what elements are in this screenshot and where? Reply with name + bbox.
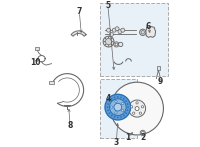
Polygon shape (71, 31, 86, 36)
Circle shape (114, 42, 119, 47)
Circle shape (130, 106, 133, 108)
Circle shape (141, 31, 144, 34)
Circle shape (109, 32, 113, 36)
Circle shape (119, 42, 123, 47)
Circle shape (111, 82, 163, 135)
Polygon shape (146, 27, 156, 37)
Circle shape (127, 106, 129, 108)
Text: 1: 1 (125, 133, 130, 142)
Circle shape (111, 44, 112, 45)
Text: 2: 2 (140, 133, 145, 142)
Circle shape (118, 30, 122, 34)
Circle shape (114, 103, 122, 111)
Circle shape (103, 36, 114, 47)
Circle shape (111, 38, 112, 39)
Circle shape (139, 112, 142, 114)
Circle shape (115, 43, 118, 46)
Circle shape (127, 103, 128, 105)
Circle shape (136, 102, 138, 104)
Circle shape (123, 98, 125, 100)
Circle shape (115, 112, 117, 114)
Text: 4: 4 (105, 94, 110, 103)
Circle shape (140, 29, 146, 35)
Text: 7: 7 (77, 7, 82, 16)
Circle shape (107, 103, 109, 105)
Circle shape (127, 110, 128, 111)
Circle shape (104, 41, 105, 42)
Text: 5: 5 (105, 1, 110, 10)
Circle shape (112, 41, 114, 42)
Circle shape (105, 44, 106, 45)
Circle shape (117, 96, 119, 98)
Circle shape (111, 115, 113, 116)
Circle shape (114, 97, 115, 98)
Circle shape (115, 27, 119, 31)
Circle shape (107, 106, 108, 108)
Circle shape (121, 28, 125, 32)
Circle shape (140, 130, 145, 135)
Circle shape (109, 99, 126, 116)
Bar (100, 79, 137, 138)
Circle shape (112, 28, 116, 32)
Circle shape (111, 106, 113, 108)
Circle shape (125, 100, 127, 102)
Circle shape (105, 94, 131, 120)
Text: 8: 8 (67, 121, 73, 130)
Text: 9: 9 (158, 77, 163, 86)
Bar (100, 3, 168, 76)
Bar (49, 81, 54, 84)
Circle shape (141, 131, 144, 134)
Circle shape (133, 112, 135, 114)
Circle shape (107, 110, 109, 111)
Text: 10: 10 (31, 59, 41, 67)
Circle shape (109, 112, 110, 114)
Circle shape (105, 38, 106, 39)
Circle shape (120, 97, 122, 98)
Bar (35, 47, 39, 50)
Circle shape (117, 117, 119, 118)
Circle shape (108, 37, 109, 38)
Circle shape (115, 100, 117, 103)
Circle shape (122, 102, 124, 105)
Circle shape (108, 45, 109, 47)
Circle shape (123, 115, 125, 116)
Circle shape (105, 39, 112, 45)
Circle shape (114, 116, 115, 118)
Circle shape (122, 110, 124, 112)
Bar (157, 66, 160, 70)
Circle shape (107, 28, 111, 32)
Circle shape (129, 100, 146, 117)
Circle shape (109, 100, 110, 102)
Circle shape (141, 106, 144, 108)
Text: 3: 3 (114, 138, 119, 147)
Circle shape (125, 112, 127, 114)
Text: 6: 6 (146, 22, 151, 31)
Circle shape (111, 98, 113, 100)
Circle shape (120, 116, 122, 118)
Circle shape (135, 107, 139, 111)
